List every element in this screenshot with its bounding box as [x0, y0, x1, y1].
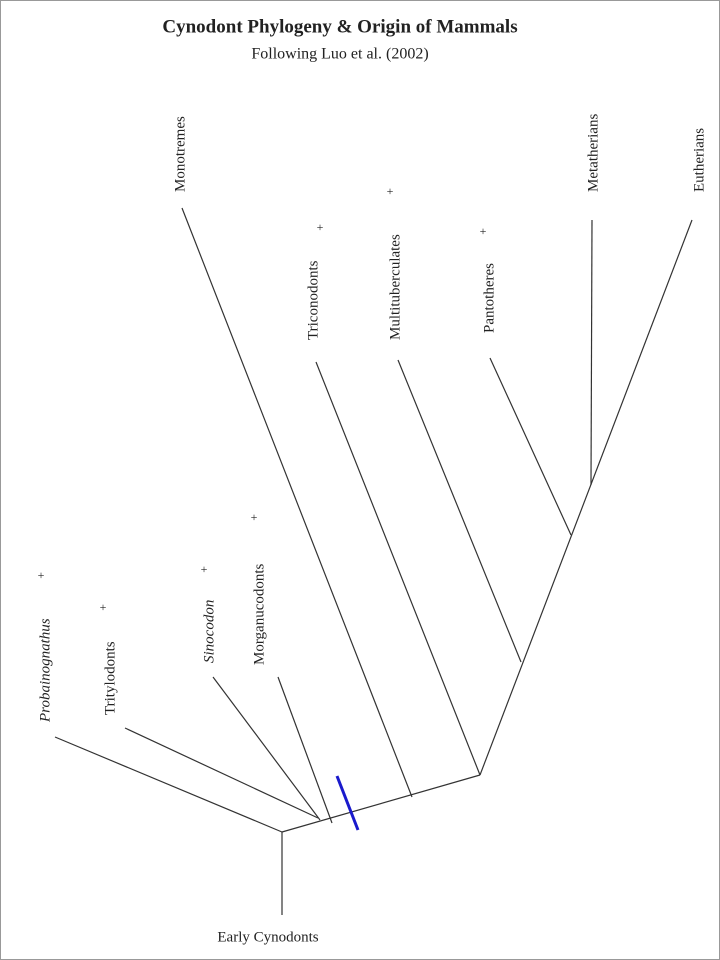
extinct-mark: +	[387, 184, 394, 198]
taxon-label: Morganucodonts	[251, 563, 267, 665]
branch	[397, 359, 522, 663]
root-label: Early Cynodonts	[217, 929, 318, 945]
branch	[212, 676, 321, 821]
taxon-label: Probainognathus	[37, 618, 53, 723]
branch	[181, 207, 413, 798]
extinct-mark: +	[100, 600, 107, 614]
branch	[124, 727, 319, 819]
branch	[277, 676, 333, 824]
extinct-mark: +	[480, 224, 487, 238]
mammal-marker	[335, 775, 360, 831]
branch	[590, 219, 593, 486]
taxon-label: Sinocodon	[201, 600, 217, 663]
branch	[315, 361, 481, 776]
tree-branches	[54, 207, 693, 915]
branch	[479, 219, 693, 776]
title: Cynodont Phylogeny & Origin of Mammals	[162, 16, 517, 37]
extinct-mark: +	[317, 220, 324, 234]
extinct-mark: +	[251, 510, 258, 524]
taxon-label: Tritylodonts	[102, 641, 118, 715]
taxon-label: Pantotheres	[481, 263, 497, 333]
taxon-label: Multituberculates	[387, 234, 403, 340]
taxon-label: Monotremes	[172, 116, 188, 192]
subtitle: Following Luo et al. (2002)	[251, 46, 428, 63]
extinct-mark: +	[38, 568, 45, 582]
branch	[281, 774, 481, 833]
taxon-label: Triconodonts	[305, 260, 321, 340]
branch	[489, 357, 572, 536]
branch	[54, 736, 283, 833]
taxa: Probainognathus + Tritylodonts + Sinocod…	[37, 114, 707, 946]
taxon-label: Metatherians	[585, 114, 601, 192]
taxon-label: Eutherians	[691, 128, 707, 192]
extinct-mark: +	[201, 562, 208, 576]
